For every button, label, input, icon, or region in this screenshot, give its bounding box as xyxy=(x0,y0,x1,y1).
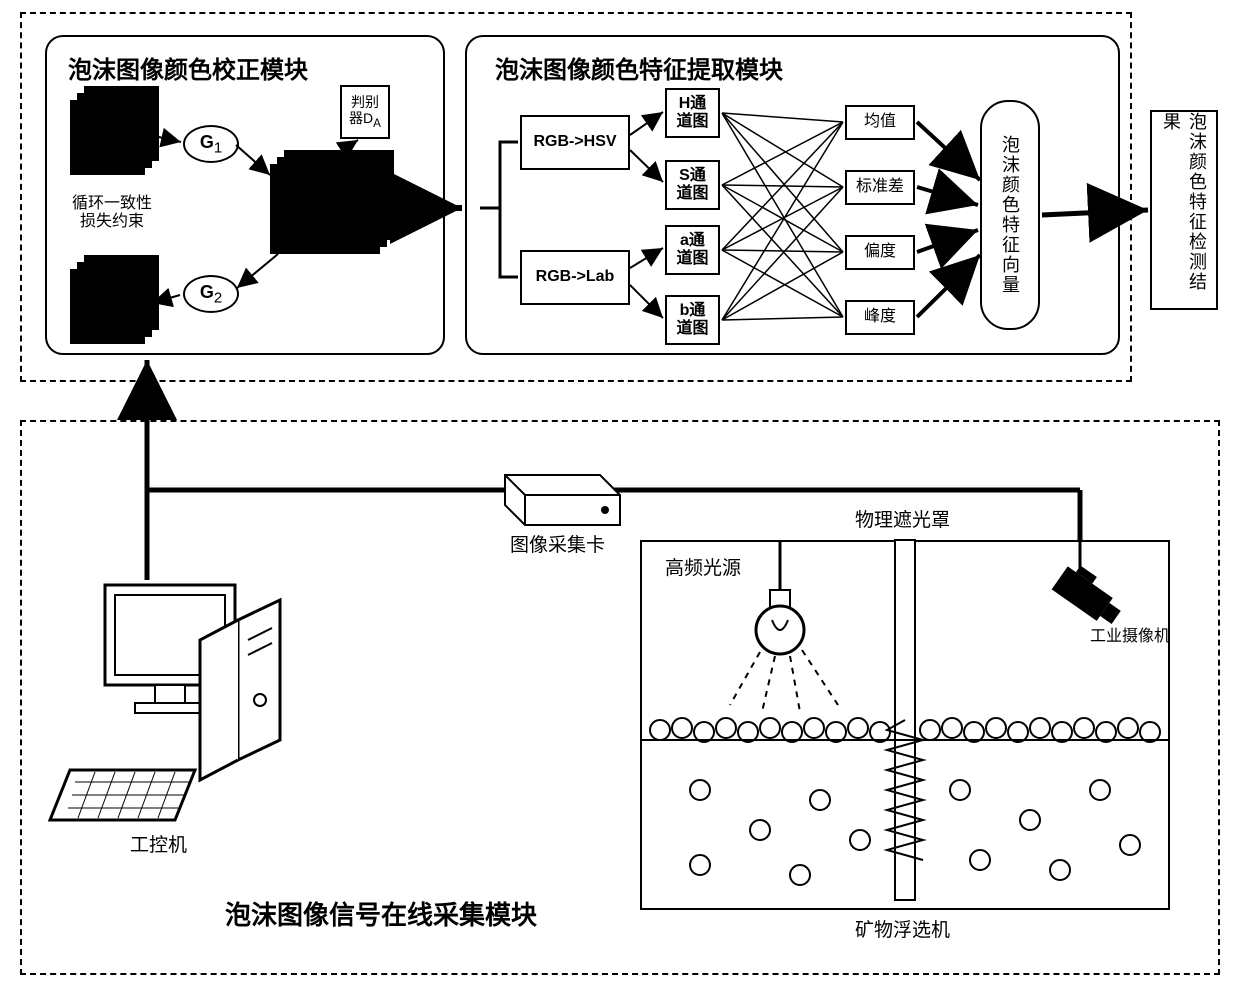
flotation-label: 矿物浮选机 xyxy=(855,920,950,943)
computer-icon xyxy=(50,585,280,820)
shade-label: 物理遮光罩 xyxy=(855,510,950,533)
computer-label: 工控机 xyxy=(130,835,187,858)
camera-label: 工业摄像机 xyxy=(1090,628,1170,646)
flotation-internals xyxy=(642,540,1168,900)
light-label: 高频光源 xyxy=(665,558,741,581)
capture-card-icon xyxy=(505,475,620,525)
capture-card-label: 图像采集卡 xyxy=(510,535,605,558)
